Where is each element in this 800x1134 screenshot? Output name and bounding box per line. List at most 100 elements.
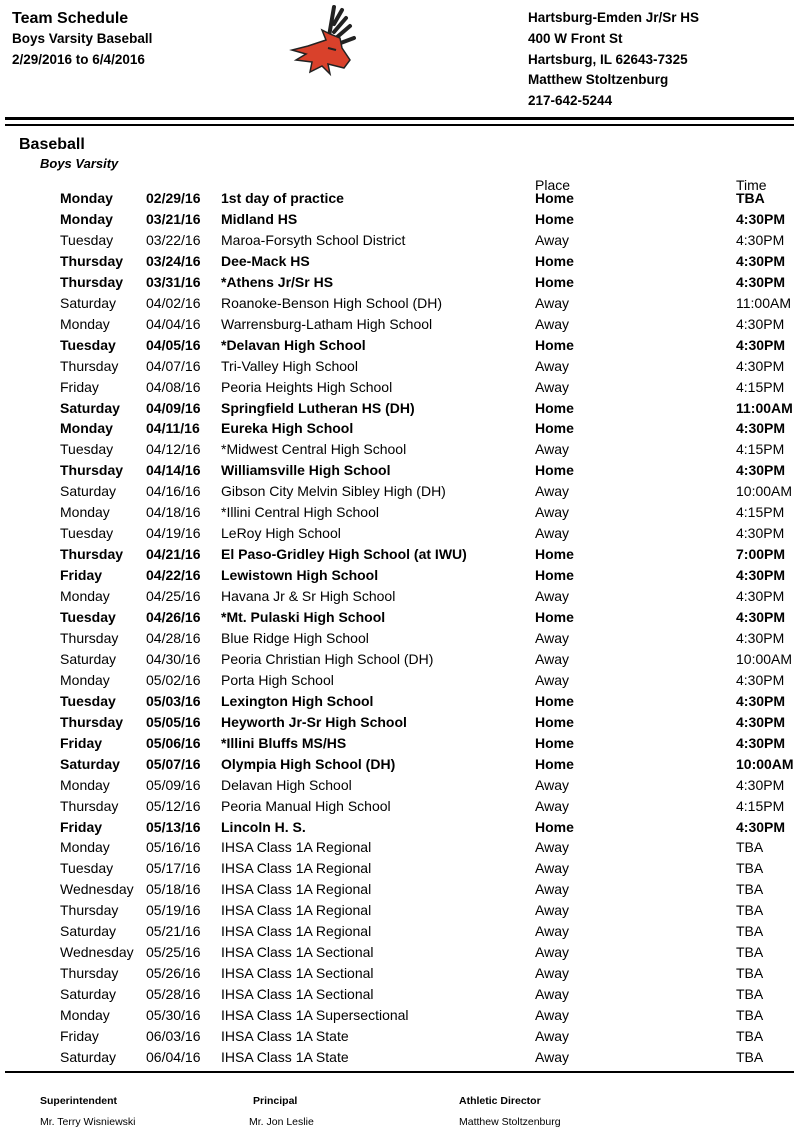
game-time: 4:30PM [736,734,786,751]
game-place: Away [535,1048,569,1065]
school-street: 400 W Front St [528,31,623,46]
game-date: 05/13/16 [146,818,201,835]
table-row: Wednesday 05/18/16 IHSA Class 1A Regional A… [0,881,800,902]
game-opponent: Williamsville High School [221,462,391,479]
game-date: 04/05/16 [146,336,201,353]
principal-label: Principal [253,1095,298,1107]
game-day: Monday [60,420,113,437]
game-time: 4:30PM [736,273,786,290]
game-day: Thursday [60,273,124,290]
game-date: 05/09/16 [146,776,201,793]
table-row: Saturday 06/04/16 IHSA Class 1A State Away T… [0,1049,800,1070]
game-opponent: Dee-Mack HS [221,252,310,269]
game-date: 05/06/16 [146,734,201,751]
game-opponent: Lewistown High School [221,567,379,584]
table-row: Thursday 03/24/16 Dee-Mack HS Home 4:30PM [0,253,800,274]
game-opponent: Midland HS [221,210,298,227]
game-time: 4:30PM [736,210,786,227]
game-day: Tuesday [60,525,114,542]
game-opponent: IHSA Class 1A Sectional [221,986,374,1003]
game-day: Tuesday [60,692,116,709]
table-row: Thursday 03/31/16 *Athens Jr/Sr HS Home 4:30… [0,274,800,295]
game-place: Away [535,315,569,332]
game-day: Thursday [60,462,124,479]
game-day: Thursday [60,629,119,646]
game-opponent: IHSA Class 1A Regional [221,839,372,856]
game-time: 7:00PM [736,546,786,563]
superintendent-label: Superintendent [40,1095,118,1107]
game-date: 05/17/16 [146,860,201,877]
game-date: 03/24/16 [146,252,201,269]
game-day: Thursday [60,965,119,982]
game-opponent: Peoria Christian High School (DH) [221,650,434,667]
game-time: TBA [736,190,765,206]
game-opponent: LeRoy High School [221,525,341,542]
game-opponent: Warrensburg-Latham High School [221,315,433,332]
game-place: Home [535,273,574,290]
game-place: Away [535,650,569,667]
game-day: Thursday [60,713,124,730]
game-place: Away [535,483,569,500]
game-date: 04/11/16 [146,420,200,437]
game-day: Wednesday [60,944,134,961]
game-place: Away [535,1007,569,1024]
game-place: Away [535,294,569,311]
game-opponent: Eureka High School [221,420,354,437]
table-row: Wednesday 05/25/16 IHSA Class 1A Sectional… [0,944,800,965]
game-place: Home [535,210,574,227]
game-place: Home [535,252,574,269]
game-opponent: 1st day of practice [221,190,344,206]
time-column-header: Time [736,177,767,193]
table-row: Tuesday 04/12/16 *Midwest Central High Sch… [0,441,800,462]
game-date: 05/03/16 [146,692,201,709]
table-row: Friday 06/03/16 IHSA Class 1A State Away TBA [0,1028,800,1049]
game-day: Thursday [60,902,119,919]
game-place: Away [535,902,569,919]
game-date: 05/26/16 [146,965,201,982]
game-time: TBA [736,965,764,982]
game-time: TBA [736,839,764,856]
game-time: 4:30PM [736,609,786,625]
game-opponent: *Midwest Central High School [221,441,407,458]
game-date: 04/07/16 [146,357,201,374]
table-row: Friday 05/06/16 *Illini Bluffs MS/HS Home 4:… [0,735,800,756]
game-place: Home [535,336,574,353]
game-day: Tuesday [60,860,114,877]
game-time: TBA [736,1048,764,1065]
game-place: Away [535,944,569,961]
game-time: 4:30PM [736,692,786,709]
table-row: Tuesday 05/03/16 Lexington High School Home… [0,693,800,714]
game-date: 05/30/16 [146,1007,201,1024]
game-opponent: IHSA Class 1A Regional [221,860,372,877]
game-opponent: El Paso-Gridley High School (at IWU) [221,546,467,563]
game-date: 04/26/16 [146,609,201,625]
game-opponent: *Illini Bluffs MS/HS [221,734,347,751]
game-day: Tuesday [60,336,116,353]
game-opponent: IHSA Class 1A Supersectional [221,1007,409,1024]
table-row: Thursday 04/28/16 Blue Ridge High School Aw… [0,630,800,651]
game-time: TBA [736,881,764,898]
table-row: Saturday 04/30/16 Peoria Christian High Sc… [0,651,800,672]
table-row: Saturday 05/21/16 IHSA Class 1A Regional Aw… [0,923,800,944]
table-row: Saturday 05/28/16 IHSA Class 1A Sectional A… [0,986,800,1007]
place-column-header: Place [535,177,571,193]
game-place: Away [535,525,569,542]
game-time: 4:30PM [736,525,785,542]
game-time: 11:00AM [736,399,793,416]
game-place: Home [535,692,574,709]
game-day: Tuesday [60,609,116,625]
game-opponent: Maroa-Forsyth School District [221,231,406,248]
game-date: 03/21/16 [146,210,201,227]
game-date: 06/03/16 [146,1028,201,1044]
game-day: Friday [60,734,103,751]
game-time: 4:30PM [736,671,785,688]
deer-mascot-logo-icon [289,5,356,77]
game-day: Thursday [60,546,124,563]
game-place: Away [535,629,569,646]
table-row: Tuesday 04/26/16 *Mt. Pulaski High School H… [0,609,800,630]
game-time: 4:30PM [736,629,785,646]
game-time: 4:15PM [736,504,785,521]
table-row: Monday 02/29/16 1st day of practice Home TBA [0,190,800,211]
game-opponent: Peoria Manual High School [221,797,391,814]
game-time: 10:00AM [736,650,793,667]
